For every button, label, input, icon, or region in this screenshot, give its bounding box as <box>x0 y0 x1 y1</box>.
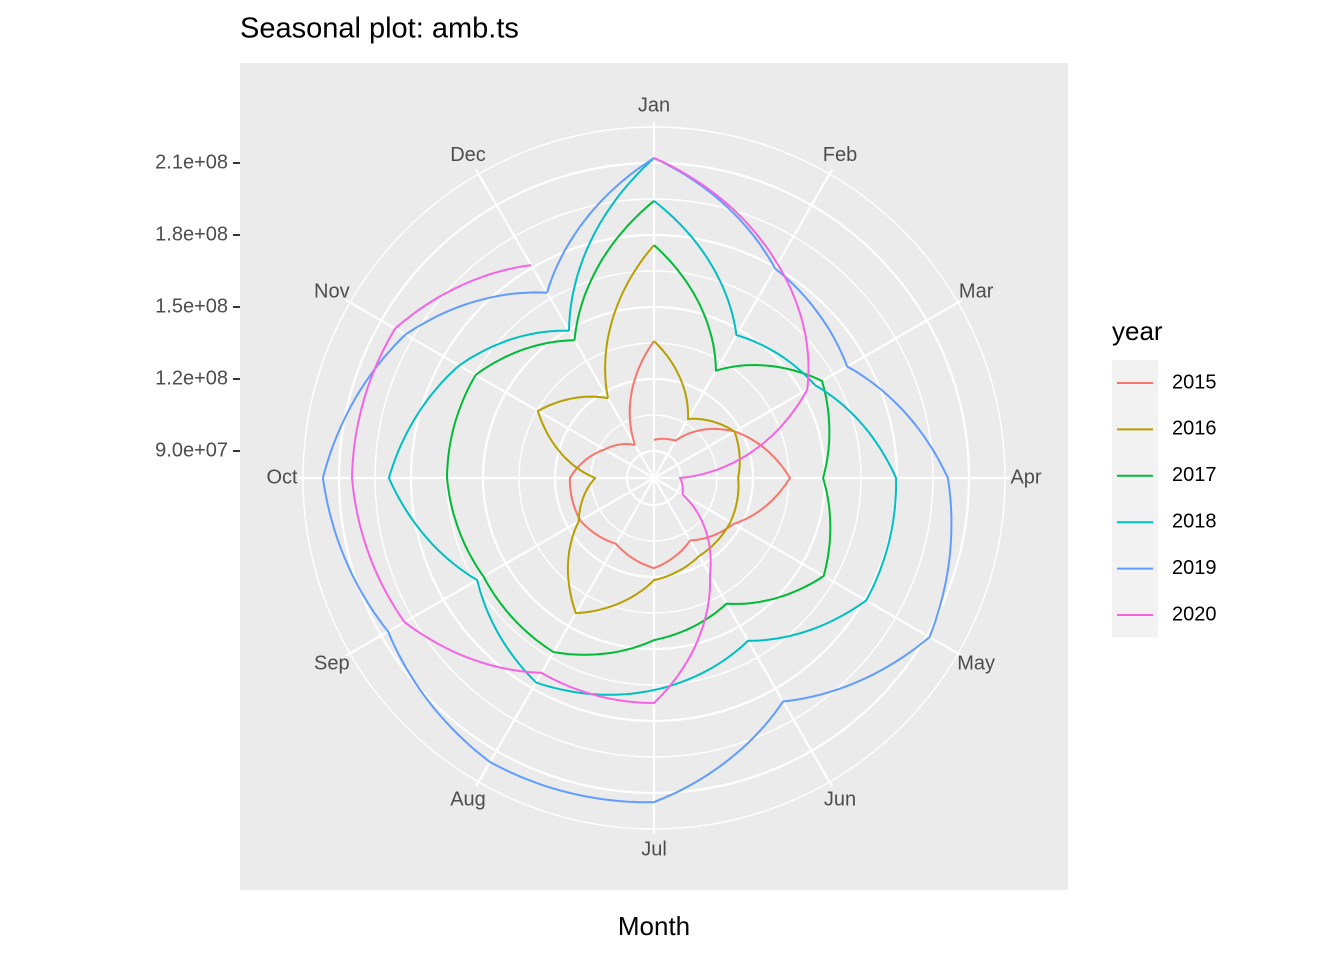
x-tick-label: Nov <box>314 280 350 302</box>
grid-spoke <box>653 477 963 657</box>
x-tick-label: Jun <box>824 788 856 810</box>
x-tick-label: May <box>957 652 995 674</box>
grid-spoke <box>475 169 655 479</box>
x-tick-label: Oct <box>266 466 298 488</box>
series-line <box>536 340 741 615</box>
grid-spoke <box>345 477 655 657</box>
series-connector <box>546 157 655 294</box>
series-line <box>350 157 810 705</box>
x-tick-label: Apr <box>1010 466 1041 488</box>
x-tick-label: Aug <box>450 788 486 810</box>
x-tick-label: Jan <box>638 94 670 116</box>
legend-label: 2018 <box>1172 510 1217 532</box>
y-tick-label: 9.0e+07 <box>155 439 228 461</box>
x-tick-label: Jul <box>641 838 667 860</box>
legend-keys <box>1112 360 1158 637</box>
series-connector <box>604 244 655 399</box>
series-line <box>387 200 898 696</box>
grid-spoke <box>475 477 655 787</box>
legend-label: 2015 <box>1172 371 1217 393</box>
series-line <box>321 157 953 804</box>
y-tick-label: 1.8e+08 <box>155 223 228 245</box>
grid-spoke <box>653 169 833 479</box>
x-tick-label: Dec <box>450 144 486 166</box>
y-tick-label: 2.1e+08 <box>155 151 228 173</box>
grid-spoke <box>345 299 655 479</box>
x-tick-label: Sep <box>314 652 350 674</box>
y-tick-label: 1.2e+08 <box>155 367 228 389</box>
y-tick-label: 1.5e+08 <box>155 295 228 317</box>
legend-label: 2020 <box>1172 603 1217 625</box>
series-connector <box>573 200 655 341</box>
series-connector <box>567 157 655 331</box>
series-line <box>568 427 792 570</box>
legend-label: 2016 <box>1172 418 1217 440</box>
grid-spoke <box>653 477 833 787</box>
x-tick-label: Mar <box>959 280 994 302</box>
x-tick-label: Feb <box>823 144 857 166</box>
chart-title: Seasonal plot: amb.ts <box>240 13 519 45</box>
legend-label: 2017 <box>1172 464 1217 486</box>
legend-title: year <box>1112 316 1163 346</box>
x-axis-title: Month <box>618 911 690 941</box>
legend-label: 2019 <box>1172 557 1217 579</box>
series-connector <box>628 340 655 446</box>
